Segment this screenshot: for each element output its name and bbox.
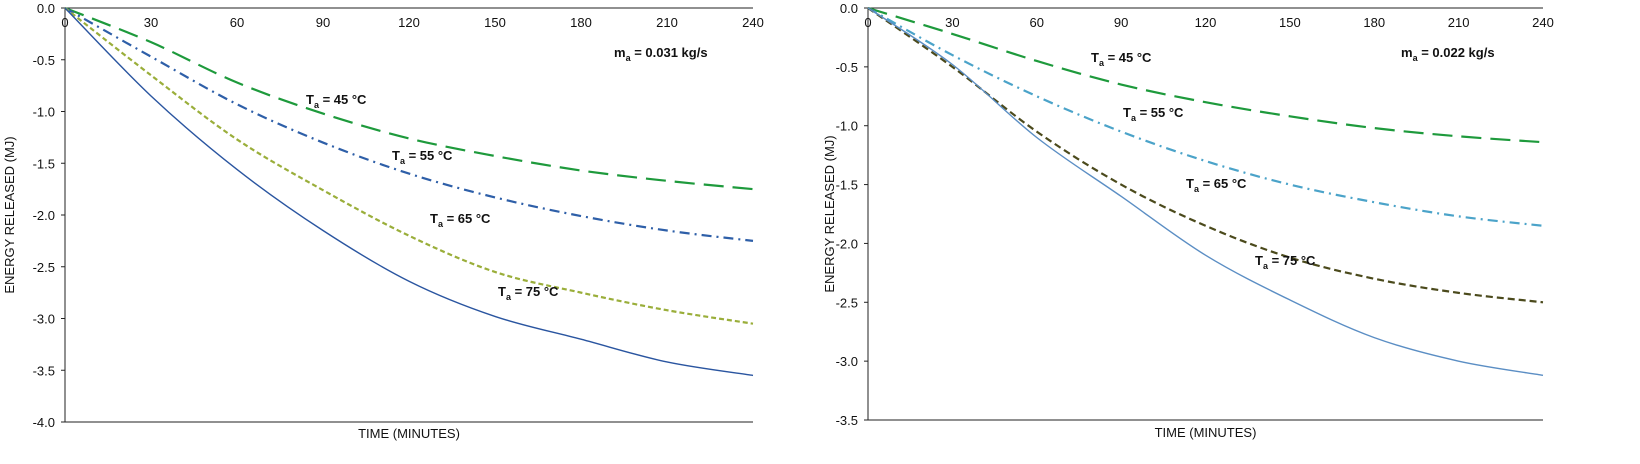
y-tick-label: 0.0 (37, 1, 55, 16)
x-tick-label: 60 (1030, 15, 1044, 30)
x-tick-label: 0 (61, 15, 68, 30)
series-line-4 (64, 7, 754, 377)
series-label-4: Ta = 75 °C (498, 284, 559, 302)
series-label-1: Ta = 45 °C (306, 92, 367, 110)
y-tick-label: -2.0 (836, 236, 858, 251)
y-tick-label: -3.0 (33, 312, 55, 327)
x-tick-label: 0 (864, 15, 871, 30)
y-tick-label: -3.5 (33, 363, 55, 378)
x-axis-title: TIME (MINUTES) (358, 426, 460, 441)
x-tick-label: 90 (1114, 15, 1128, 30)
y-tick-label: -2.0 (33, 208, 55, 223)
chart-right: 0 30 60 90 120 150 180 210 240 0.0 -0.5 -1.0 -1.5 -2.… (822, 1, 1554, 440)
y-tick-label: -1.5 (33, 156, 55, 171)
y-axis-title: ENERGY RELEASED (MJ) (2, 136, 17, 293)
y-tick-label: -3.0 (836, 354, 858, 369)
y-axis-title: ENERGY RELEASED (MJ) (822, 135, 837, 292)
x-axis-title: TIME (MINUTES) (1155, 425, 1257, 440)
series-line-3 (867, 7, 1544, 304)
y-tick-label: -0.5 (836, 60, 858, 75)
x-tick-label: 150 (484, 15, 506, 30)
y-tick-label: -4.0 (33, 415, 55, 430)
y-tick-label: -2.5 (836, 295, 858, 310)
series-label-3: Ta = 65 °C (1186, 176, 1247, 194)
x-tick-label: 210 (656, 15, 678, 30)
series-line-1 (867, 6, 1544, 144)
x-tick-label: 120 (1195, 15, 1217, 30)
series-line-2 (64, 7, 754, 242)
y-tick-label: -0.5 (33, 53, 55, 68)
chart-left: 0 30 60 90 120 150 180 210 240 0.0 -0.5 -1.0 -1.5 -2.… (2, 1, 764, 441)
series-label-2: Ta = 55 °C (1123, 105, 1184, 123)
x-tick-label: 240 (1532, 15, 1554, 30)
mass-flow-annotation: ma = 0.031 kg/s (614, 45, 708, 63)
series-line-2 (867, 7, 1544, 227)
y-tick-label: -1.0 (33, 105, 55, 120)
x-tick-label: 30 (945, 15, 959, 30)
x-tick-label: 90 (316, 15, 330, 30)
series-label-3: Ta = 65 °C (430, 211, 491, 229)
x-tick-label: 180 (1363, 15, 1385, 30)
mass-flow-annotation: ma = 0.022 kg/s (1401, 45, 1495, 63)
series-line-3 (64, 7, 754, 325)
y-tick-label: -1.0 (836, 119, 858, 134)
y-tick-label: -1.5 (836, 178, 858, 193)
series-label-1: Ta = 45 °C (1091, 50, 1152, 68)
x-tick-label: 210 (1448, 15, 1470, 30)
x-tick-label: 240 (742, 15, 764, 30)
series-label-4: Ta = 75 °C (1255, 253, 1316, 271)
y-tick-label: -2.5 (33, 260, 55, 275)
x-tick-label: 150 (1279, 15, 1301, 30)
x-tick-label: 30 (144, 15, 158, 30)
y-tick-label: 0.0 (840, 1, 858, 16)
x-tick-label: 120 (398, 15, 420, 30)
series-line-1 (64, 6, 754, 191)
x-tick-label: 180 (570, 15, 592, 30)
y-tick-label: -3.5 (836, 413, 858, 428)
x-tick-label: 60 (230, 15, 244, 30)
series-label-2: Ta = 55 °C (392, 148, 453, 166)
series-line-4 (867, 7, 1544, 376)
